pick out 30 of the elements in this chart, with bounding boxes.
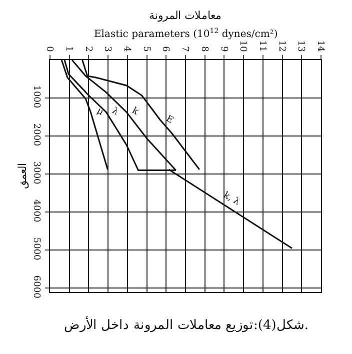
x-tick-label: 9 — [218, 46, 228, 52]
chart-title: معاملات المرونة — [149, 9, 222, 22]
y-tick-label: 5000 — [31, 237, 42, 261]
x-tick-label: 12 — [276, 40, 286, 52]
y-tick-label: 1000 — [31, 85, 42, 108]
x-tick-label: 14 — [315, 40, 326, 52]
annotation: λ — [110, 106, 120, 118]
text: شكل(4):توزيع معاملات المرونة داخل الأرض. — [64, 316, 308, 333]
x-tick-label: 11 — [257, 40, 268, 52]
y-tick-label: 2000 — [31, 123, 42, 146]
x-tick-label: 2 — [82, 46, 93, 52]
annotation: k — [130, 106, 140, 118]
y-tick-label: 4000 — [31, 199, 42, 223]
x-tick-label: 3 — [102, 46, 112, 52]
x-tick-label: 1 — [63, 46, 74, 52]
x-tick-label: 7 — [180, 46, 190, 52]
x-tick-label: 8 — [198, 46, 209, 52]
y-axis-title: العمق — [16, 163, 29, 189]
annotation: E — [164, 114, 175, 126]
annotation: k, λ — [222, 190, 242, 208]
x-tick-label: 5 — [140, 46, 151, 52]
y-tick-label: 3000 — [31, 161, 42, 184]
annotation: μ — [94, 106, 106, 118]
x-tick-label: 6 — [160, 46, 170, 52]
x-tick-label: 13 — [296, 40, 306, 52]
x-tick-label: 10 — [238, 40, 248, 52]
chart-subtitle: Elastic parameters (10$^{12}$ dynes/cm²) — [94, 27, 278, 40]
y-tick-label: 6000 — [31, 275, 42, 299]
x-tick-label: 0 — [44, 46, 54, 52]
x-tick-label: 4 — [122, 46, 132, 52]
